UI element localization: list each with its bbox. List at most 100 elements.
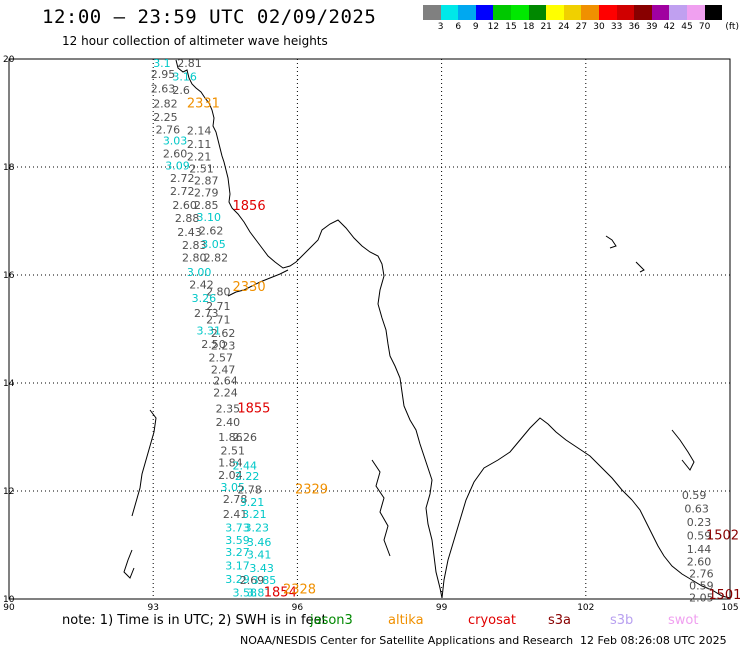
wave-height-value: 3.43: [249, 562, 273, 575]
wave-height-value: 2.73: [194, 307, 219, 320]
wave-height-value: 2.85: [194, 199, 219, 212]
graticule: [8, 58, 731, 600]
nicobar-islands: [123, 549, 135, 579]
wave-height-value: 1.86: [218, 431, 243, 444]
longitude-tick-label: 102: [577, 603, 594, 613]
wave-height-value: 0.59: [682, 489, 707, 502]
wave-height-value: 2.63: [151, 82, 176, 95]
colorbar-label: 6: [455, 22, 462, 32]
wave-height-value: 3.10: [196, 211, 221, 224]
wave-height-value: 3.41: [247, 549, 272, 562]
wave-height-value: 2.51: [189, 162, 214, 175]
wave-height-value: 2.76: [689, 567, 714, 580]
wave-height-value: 2.80: [182, 252, 207, 265]
wave-height-value: 3.73: [225, 522, 250, 535]
wave-height-value: 2.22: [235, 470, 260, 483]
wave-height-value: 2.62: [211, 327, 236, 340]
wave-height-value: 2.71: [206, 300, 231, 313]
wave-height-values: 3.1 2.812.953.162.632.62.822.252.76 2.143.…: [151, 57, 714, 605]
longitude-tick-label: 90: [3, 603, 15, 613]
wave-height-value: 0.23: [687, 516, 712, 529]
map-frame: [8, 58, 731, 600]
pass-time-label: 1501: [708, 588, 740, 603]
colorbar-label: 33: [610, 22, 623, 32]
colorbar-label: 39: [646, 22, 658, 32]
latitude-tick-label: 14: [3, 379, 15, 389]
wave-height-value: 2.82: [153, 98, 178, 111]
satellite-legend-item: altika: [388, 613, 424, 628]
pass-time-label: 2329: [295, 483, 328, 498]
colorbar-swatch: [423, 5, 441, 20]
wave-height-value: 2.81: [177, 57, 202, 70]
wave-height-value: 2.79: [194, 187, 219, 200]
wave-height-value: 3.16: [172, 71, 197, 84]
wave-height-value: 2.6: [172, 84, 190, 97]
wave-height-value: 3.09: [165, 160, 190, 173]
wave-height-value: 3.05: [201, 238, 226, 251]
wave-height-value: 3.29: [225, 573, 250, 586]
colorbar-swatch: [598, 5, 617, 20]
colorbar-swatch: [669, 5, 687, 20]
wave-height-value: 2.43: [177, 226, 202, 239]
wave-height-value: 2.23: [211, 340, 236, 353]
east-islands: [605, 235, 617, 249]
east-islands-2: [635, 261, 645, 273]
satellite-legend-item: cryosat: [468, 613, 516, 628]
latitude-tick-label: 12: [3, 487, 14, 497]
pass-time-label: 1502: [706, 529, 739, 544]
axis-tick-labels: 90 93 96 99 102 105 20 18 16 14 12 10: [3, 55, 739, 613]
coastline-thailand-gulf: [441, 417, 633, 599]
colorbar-unit: (ft): [725, 22, 739, 32]
longitude-tick-label: 99: [436, 603, 448, 613]
wave-height-value: 2.60: [163, 147, 188, 160]
wave-height-value: 2.82: [204, 252, 229, 265]
colorbar-label: 30: [593, 22, 605, 32]
coastline-arakan: [175, 59, 443, 599]
wave-height-value: 0.59: [689, 579, 714, 592]
map-subtitle: 12 hour collection of altimeter wave hei…: [62, 34, 328, 48]
latitude-tick-label: 20: [3, 55, 15, 65]
wave-height-value: 3.05: [220, 481, 245, 494]
colorbar-swatch: [581, 5, 599, 20]
wave-height-value: 2.26: [233, 431, 258, 444]
colorbar-label: 12: [487, 22, 500, 32]
wave-height-value: 2.42: [189, 279, 214, 292]
colorbar-label: 21: [540, 22, 552, 32]
wave-height-value: 3.21: [240, 496, 265, 509]
wave-height-value: 2.60: [687, 556, 712, 569]
wave-height-colorbar: [423, 5, 723, 20]
wave-height-value: 2.05: [689, 592, 714, 605]
colorbar-label: 18: [522, 22, 535, 32]
map-title: 12:00 – 23:59 UTC 02/09/2025: [42, 6, 377, 28]
colorbar-swatch: [563, 5, 582, 20]
colorbar-swatch: [546, 5, 564, 20]
wave-height-value: 2.71: [206, 314, 231, 327]
colorbar-swatch: [651, 5, 670, 20]
wave-height-value: 2.69: [240, 574, 265, 587]
longitude-tick-label: 93: [147, 603, 158, 613]
pass-time-label: 1855: [237, 402, 270, 417]
wave-height-value: 3.03: [163, 134, 188, 147]
colorbar-label: 36: [628, 22, 640, 32]
colorbar-swatch: [616, 5, 635, 20]
wave-height-value: 2.14: [187, 125, 212, 138]
latitude-tick-label: 18: [3, 163, 15, 173]
wave-height-value: 2.78: [223, 493, 248, 506]
wave-height-value: 3.81: [247, 586, 272, 599]
wave-height-value: 2.51: [220, 444, 245, 457]
wave-height-value: 3.85: [252, 574, 277, 587]
colorbar-label: 24: [558, 22, 570, 32]
colorbar-swatch: [458, 5, 476, 20]
coastline-irrawaddy-delta: [227, 269, 289, 297]
satellite-legend-item: jason3: [310, 613, 353, 628]
wave-height-value: 3.23: [245, 522, 270, 535]
credit-line: NOAA/NESDIS Center for Satellite Applica…: [240, 634, 574, 647]
wave-height-value: 2.88: [175, 212, 200, 225]
phu-quoc-island: [671, 429, 695, 471]
satellite-legend-item: s3a: [548, 613, 572, 628]
wave-height-value: 3.26: [192, 292, 217, 305]
wave-height-value: 2.72: [170, 185, 195, 198]
generated-timestamp: 12 Feb 08:26:08 UTC 2025: [580, 634, 727, 647]
